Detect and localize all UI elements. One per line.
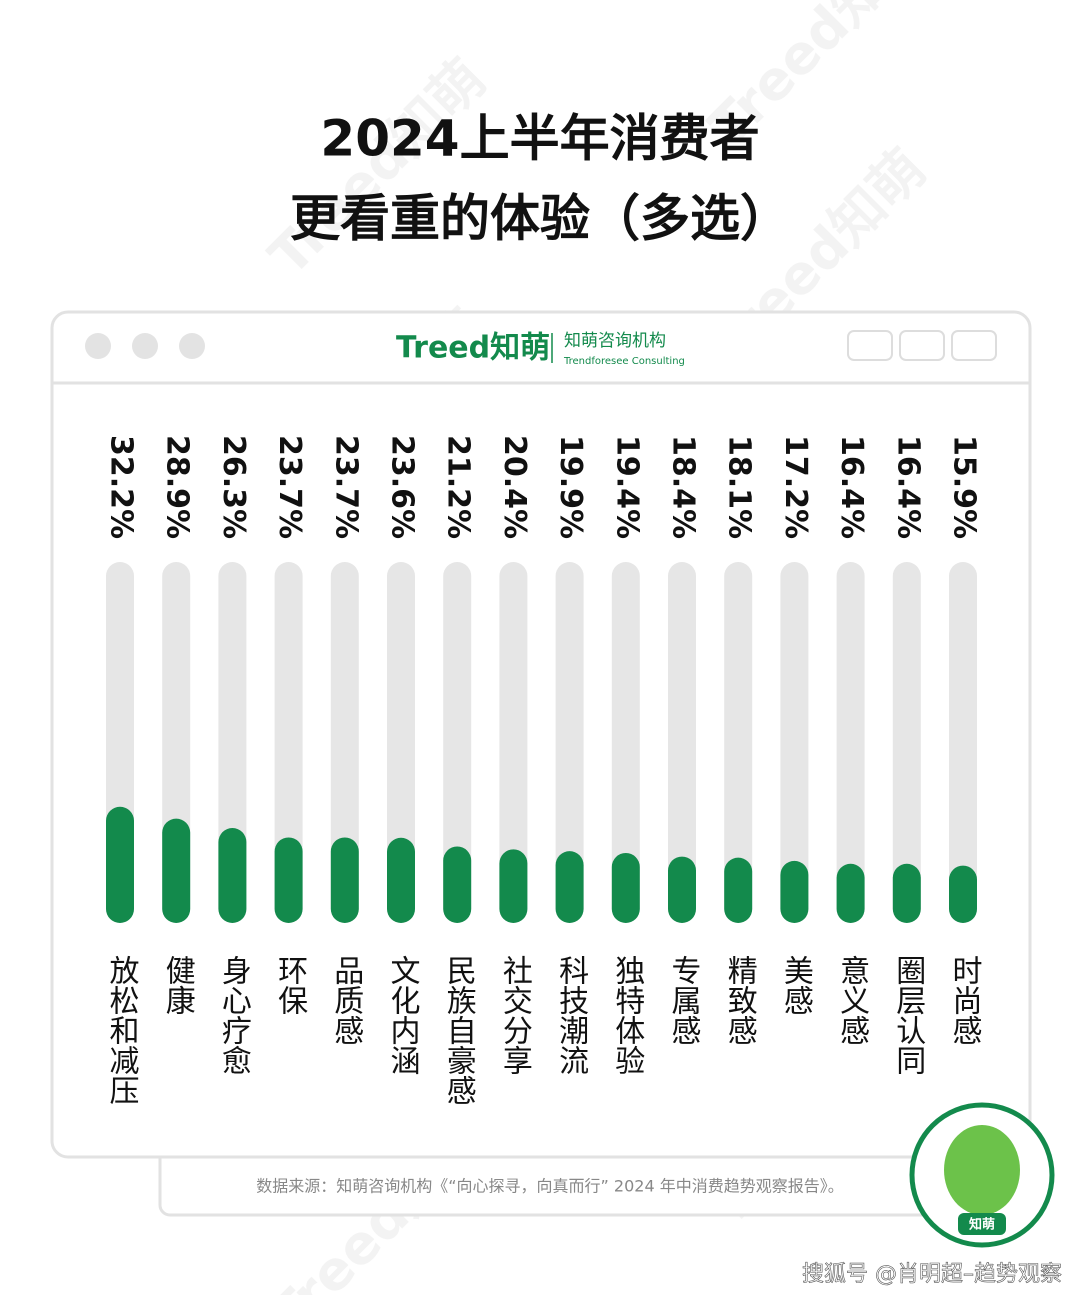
plot: 32.2% 放松和减压 28.9% 健康 26.3% 身心疗愈 23.7% 环保 23.7% 品质… xyxy=(104,435,982,1105)
bar xyxy=(218,828,247,923)
bar xyxy=(780,860,809,923)
category-label: 身心疗愈 xyxy=(216,955,252,1075)
value-label: 32.2% xyxy=(104,435,139,539)
bar xyxy=(836,863,865,923)
bar xyxy=(724,857,753,923)
chart-title: 更看重的体验（多选） xyxy=(290,190,790,248)
toolbar-button[interactable] xyxy=(899,330,945,361)
bar-track xyxy=(668,562,696,923)
bar xyxy=(106,806,134,923)
value-label: 23.7% xyxy=(272,435,307,539)
category-label: 文化内涵 xyxy=(385,955,420,1075)
bar-track xyxy=(499,562,528,923)
toolbar-button[interactable] xyxy=(847,330,893,361)
category-label: 社交分享 xyxy=(497,955,533,1075)
bar-track xyxy=(949,562,977,923)
value-label: 16.4% xyxy=(834,435,869,539)
category-label: 精致感 xyxy=(722,955,758,1045)
chart-title: 2024上半年消费者 xyxy=(320,110,759,168)
value-label: 21.2% xyxy=(441,435,476,539)
category-label: 科技潮流 xyxy=(553,955,589,1075)
category-label: 民族自豪感 xyxy=(441,955,476,1105)
value-label: 18.1% xyxy=(722,435,757,539)
value-label: 17.2% xyxy=(778,435,813,539)
maximize-button[interactable] xyxy=(179,333,205,359)
bar xyxy=(330,837,359,923)
window xyxy=(50,310,1032,1159)
bar-track xyxy=(274,562,303,923)
bar-track xyxy=(443,562,472,923)
value-label: 19.4% xyxy=(609,435,644,539)
brand: 知萌咨询机构 xyxy=(564,331,666,351)
mascot-tag xyxy=(958,1213,1006,1235)
bar-track xyxy=(555,562,584,923)
category-label: 圈层认同 xyxy=(890,955,926,1075)
category-label: 放松和减压 xyxy=(104,955,140,1105)
value-label: 23.6% xyxy=(385,435,420,539)
bar-track xyxy=(892,562,921,923)
category-label: 专属感 xyxy=(666,955,702,1045)
bar xyxy=(387,837,415,923)
source: 数据来源：知萌咨询机构《“向心探寻，向真而行” 2024 年中消费趋势观察报告》… xyxy=(256,1177,843,1196)
bar xyxy=(949,865,977,923)
category-label: 健康 xyxy=(160,955,196,1015)
category-label: 品质感 xyxy=(328,955,363,1045)
bar xyxy=(274,837,303,923)
bar-track xyxy=(387,562,415,923)
value-label: 18.4% xyxy=(666,435,701,539)
value-label: 16.4% xyxy=(890,435,925,539)
bar-track xyxy=(724,562,753,923)
value-label: 19.9% xyxy=(553,435,588,539)
logo: Treed知萌 xyxy=(396,331,550,366)
value-label: 26.3% xyxy=(216,435,251,539)
bar xyxy=(555,851,584,923)
category-label: 意义感 xyxy=(834,955,869,1045)
category-label: 独特体验 xyxy=(609,955,645,1075)
value-label: 15.9% xyxy=(947,435,982,539)
value-label: 20.4% xyxy=(497,435,532,539)
bar xyxy=(611,852,640,923)
bar-track xyxy=(836,562,865,923)
mascot xyxy=(944,1125,1020,1215)
close-button[interactable] xyxy=(85,333,111,359)
bar xyxy=(499,849,528,923)
category-label: 时尚感 xyxy=(947,955,982,1045)
value-label: 28.9% xyxy=(160,435,195,539)
toolbar-button[interactable] xyxy=(951,330,997,361)
category-label: 环保 xyxy=(272,955,308,1015)
bar-track xyxy=(330,562,359,923)
bar-track xyxy=(611,562,640,923)
value-label: 23.7% xyxy=(328,435,363,539)
mascot-label: 知萌 xyxy=(969,1217,995,1233)
bar xyxy=(162,818,191,923)
footer: 搜狐号 @肖明超–趋势观察 xyxy=(802,1262,1062,1287)
bar xyxy=(668,856,696,923)
bar xyxy=(443,846,472,923)
bar xyxy=(892,863,921,923)
brand-en: Trendforesee Consulting xyxy=(563,356,685,367)
minimize-button[interactable] xyxy=(132,333,158,359)
bar-track xyxy=(780,562,809,923)
category-label: 美感 xyxy=(778,955,813,1015)
